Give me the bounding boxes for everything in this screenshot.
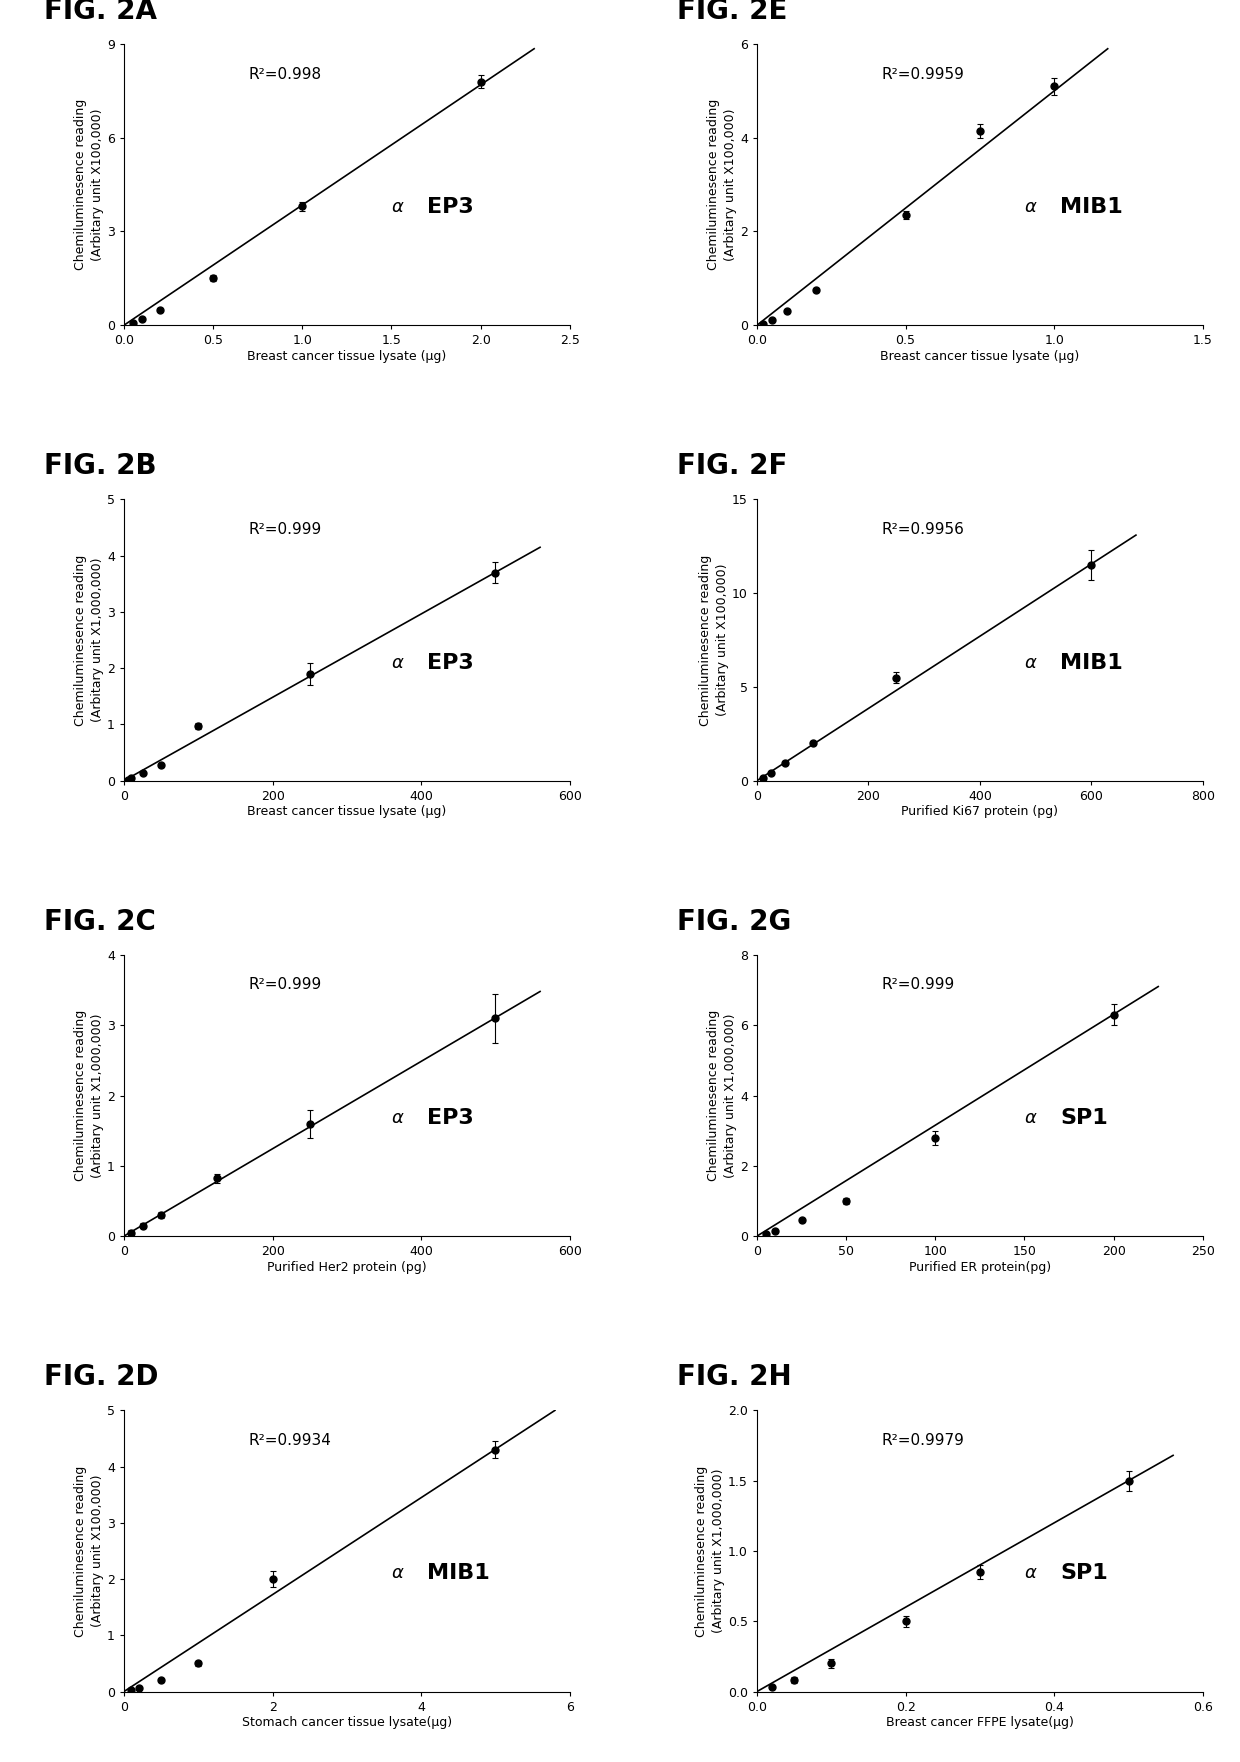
Text: R²=0.9934: R²=0.9934 [249,1433,331,1448]
Text: EP3: EP3 [427,197,474,217]
Text: MIB1: MIB1 [1060,652,1123,673]
Text: α: α [392,1565,403,1582]
Text: FIG. 2B: FIG. 2B [43,453,156,481]
X-axis label: Breast cancer tissue lysate (μg): Breast cancer tissue lysate (μg) [880,351,1080,363]
X-axis label: Breast cancer tissue lysate (μg): Breast cancer tissue lysate (μg) [247,805,446,818]
Text: α: α [392,654,403,671]
X-axis label: Purified ER protein(pg): Purified ER protein(pg) [909,1262,1052,1274]
Text: FIG. 2G: FIG. 2G [677,907,791,936]
Text: SP1: SP1 [1060,1563,1107,1584]
Text: R²=0.999: R²=0.999 [882,978,955,992]
Text: SP1: SP1 [1060,1108,1107,1128]
Text: R²=0.999: R²=0.999 [249,522,322,537]
Text: EP3: EP3 [427,652,474,673]
Y-axis label: Chemiluminesence reading
(Arbitary unit X100,000): Chemiluminesence reading (Arbitary unit … [74,99,104,270]
Text: α: α [1024,197,1037,217]
Text: FIG. 2E: FIG. 2E [677,0,787,25]
Y-axis label: Chemiluminesence reading
(Arbitary unit X1,000,000): Chemiluminesence reading (Arbitary unit … [707,1010,738,1181]
Text: FIG. 2F: FIG. 2F [677,453,787,481]
Text: FIG. 2C: FIG. 2C [43,907,156,936]
Text: R²=0.9979: R²=0.9979 [882,1433,965,1448]
Text: MIB1: MIB1 [1060,197,1123,217]
Text: EP3: EP3 [427,1108,474,1128]
X-axis label: Breast cancer FFPE lysate(μg): Breast cancer FFPE lysate(μg) [885,1716,1074,1729]
Y-axis label: Chemiluminesence reading
(Arbitary unit X100,000): Chemiluminesence reading (Arbitary unit … [74,1466,104,1637]
Text: R²=0.999: R²=0.999 [249,978,322,992]
Text: R²=0.998: R²=0.998 [249,67,322,81]
Text: R²=0.9959: R²=0.9959 [882,67,965,81]
Text: α: α [392,1108,403,1128]
X-axis label: Purified Her2 protein (pg): Purified Her2 protein (pg) [267,1262,427,1274]
Text: α: α [392,197,403,217]
X-axis label: Breast cancer tissue lysate (μg): Breast cancer tissue lysate (μg) [247,351,446,363]
Y-axis label: Chemiluminesence reading
(Arbitary unit X100,000): Chemiluminesence reading (Arbitary unit … [707,99,738,270]
Y-axis label: Chemiluminesence reading
(Arbitary unit X100,000): Chemiluminesence reading (Arbitary unit … [699,555,729,726]
Text: FIG. 2D: FIG. 2D [43,1364,159,1392]
Text: α: α [1024,654,1037,671]
X-axis label: Stomach cancer tissue lysate(μg): Stomach cancer tissue lysate(μg) [242,1716,451,1729]
X-axis label: Purified Ki67 protein (pg): Purified Ki67 protein (pg) [901,805,1059,818]
Text: α: α [1024,1565,1037,1582]
Text: FIG. 2H: FIG. 2H [677,1364,791,1392]
Text: FIG. 2A: FIG. 2A [43,0,156,25]
Text: MIB1: MIB1 [427,1563,490,1584]
Y-axis label: Chemiluminesence reading
(Arbitary unit X1,000,000): Chemiluminesence reading (Arbitary unit … [74,555,104,726]
Text: α: α [1024,1108,1037,1128]
Y-axis label: Chemiluminesence reading
(Arbitary unit X1,000,000): Chemiluminesence reading (Arbitary unit … [74,1010,104,1181]
Text: R²=0.9956: R²=0.9956 [882,522,965,537]
Y-axis label: Chemiluminesence reading
(Arbitary unit X1,000,000): Chemiluminesence reading (Arbitary unit … [696,1466,725,1637]
